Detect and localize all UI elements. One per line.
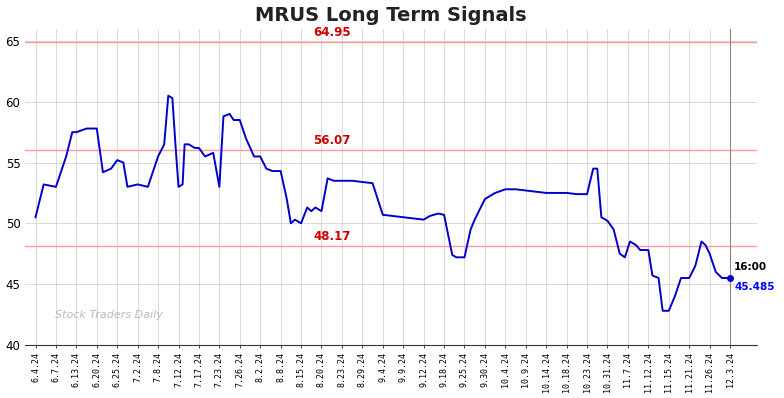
Title: MRUS Long Term Signals: MRUS Long Term Signals [255, 6, 527, 25]
Text: 64.95: 64.95 [313, 26, 350, 39]
Text: 48.17: 48.17 [313, 230, 350, 243]
Text: Stock Traders Daily: Stock Traders Daily [55, 310, 162, 320]
Text: 16:00: 16:00 [734, 262, 768, 272]
Text: 56.07: 56.07 [313, 135, 350, 147]
Text: 45.485: 45.485 [734, 282, 775, 292]
